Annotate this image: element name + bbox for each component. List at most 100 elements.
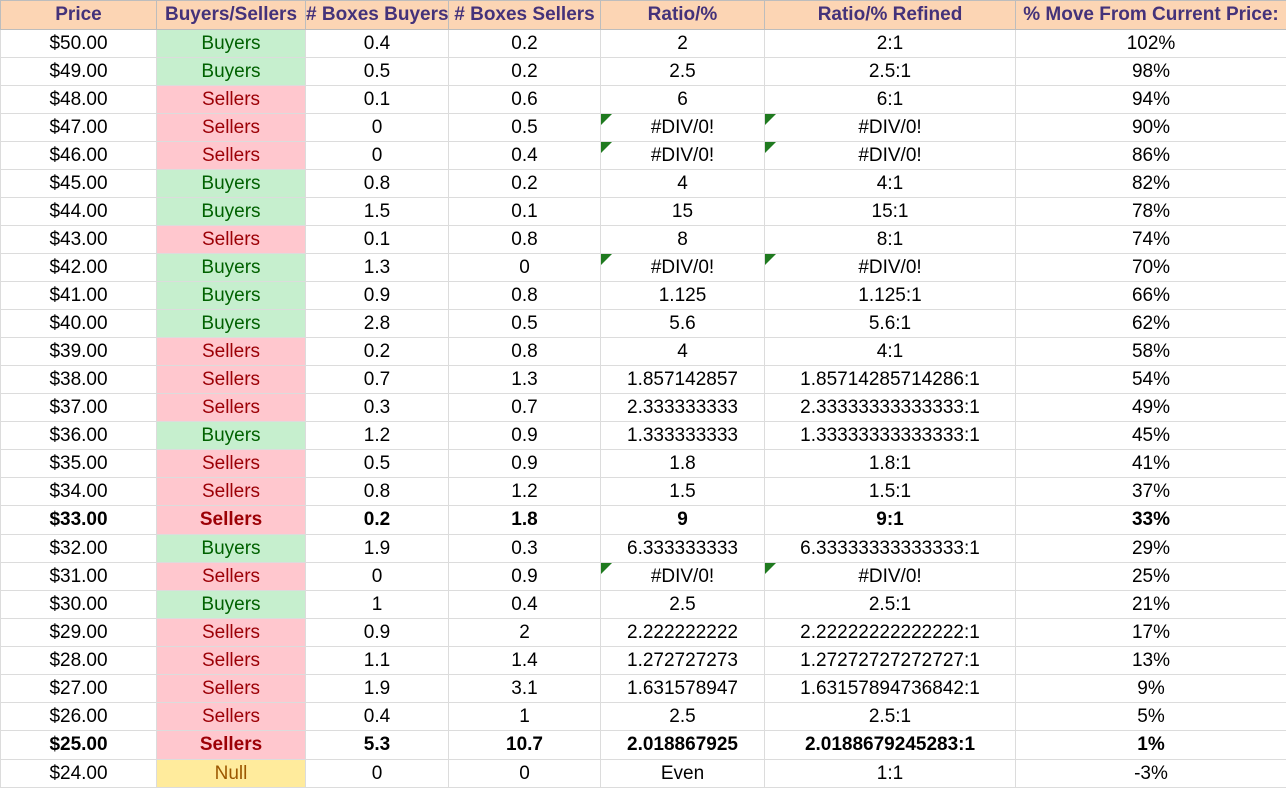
boxes-buyers-cell[interactable]: 0: [305, 759, 449, 788]
ratio-cell[interactable]: 9: [600, 505, 765, 535]
side-cell[interactable]: Sellers: [156, 449, 306, 478]
boxes-sellers-cell[interactable]: 0.9: [448, 562, 601, 591]
ratio-refined-cell[interactable]: 9:1: [764, 505, 1016, 535]
error-indicator-icon[interactable]: [765, 254, 776, 265]
side-cell[interactable]: Sellers: [156, 702, 306, 731]
ratio-refined-cell[interactable]: 1.27272727272727:1: [764, 646, 1016, 675]
price-cell[interactable]: $44.00: [0, 197, 157, 226]
percent-move-cell[interactable]: 98%: [1015, 57, 1286, 86]
ratio-cell[interactable]: 2.018867925: [600, 730, 765, 760]
ratio-cell[interactable]: 1.857142857: [600, 365, 765, 394]
ratio-refined-cell[interactable]: 2.5:1: [764, 702, 1016, 731]
ratio-cell[interactable]: 1.333333333: [600, 421, 765, 450]
boxes-sellers-cell[interactable]: 0.1: [448, 197, 601, 226]
price-cell[interactable]: $40.00: [0, 309, 157, 338]
boxes-sellers-cell[interactable]: 1.8: [448, 505, 601, 535]
boxes-sellers-cell[interactable]: 0.2: [448, 169, 601, 198]
ratio-cell[interactable]: 2.5: [600, 590, 765, 619]
price-cell[interactable]: $45.00: [0, 169, 157, 198]
percent-move-cell[interactable]: 94%: [1015, 85, 1286, 114]
ratio-cell[interactable]: Even: [600, 759, 765, 788]
ratio-refined-cell[interactable]: 4:1: [764, 337, 1016, 366]
side-cell[interactable]: Sellers: [156, 562, 306, 591]
percent-move-cell[interactable]: 86%: [1015, 141, 1286, 170]
price-cell[interactable]: $42.00: [0, 253, 157, 282]
price-cell[interactable]: $33.00: [0, 505, 157, 535]
percent-move-cell[interactable]: 21%: [1015, 590, 1286, 619]
side-cell[interactable]: Buyers: [156, 253, 306, 282]
boxes-buyers-cell[interactable]: 5.3: [305, 730, 449, 760]
side-cell[interactable]: Sellers: [156, 505, 306, 535]
side-cell[interactable]: Buyers: [156, 169, 306, 198]
boxes-buyers-cell[interactable]: 0.4: [305, 702, 449, 731]
error-indicator-icon[interactable]: [765, 114, 776, 125]
ratio-refined-cell[interactable]: 1.8:1: [764, 449, 1016, 478]
percent-move-cell[interactable]: 82%: [1015, 169, 1286, 198]
ratio-refined-cell[interactable]: 4:1: [764, 169, 1016, 198]
header-boxes-sellers[interactable]: # Boxes Sellers: [448, 0, 601, 30]
percent-move-cell[interactable]: 37%: [1015, 477, 1286, 506]
boxes-sellers-cell[interactable]: 0: [448, 759, 601, 788]
ratio-cell[interactable]: 2.333333333: [600, 393, 765, 422]
percent-move-cell[interactable]: 54%: [1015, 365, 1286, 394]
percent-move-cell[interactable]: -3%: [1015, 759, 1286, 788]
price-cell[interactable]: $39.00: [0, 337, 157, 366]
ratio-cell[interactable]: 5.6: [600, 309, 765, 338]
boxes-buyers-cell[interactable]: 0.3: [305, 393, 449, 422]
side-cell[interactable]: Buyers: [156, 421, 306, 450]
boxes-sellers-cell[interactable]: 2: [448, 618, 601, 647]
side-cell[interactable]: Buyers: [156, 590, 306, 619]
error-indicator-icon[interactable]: [601, 142, 612, 153]
ratio-refined-cell[interactable]: 5.6:1: [764, 309, 1016, 338]
boxes-buyers-cell[interactable]: 0.1: [305, 225, 449, 254]
price-cell[interactable]: $47.00: [0, 113, 157, 142]
price-cell[interactable]: $29.00: [0, 618, 157, 647]
price-cell[interactable]: $37.00: [0, 393, 157, 422]
percent-move-cell[interactable]: 9%: [1015, 674, 1286, 703]
boxes-sellers-cell[interactable]: 0.8: [448, 281, 601, 310]
price-cell[interactable]: $36.00: [0, 421, 157, 450]
boxes-sellers-cell[interactable]: 0: [448, 253, 601, 282]
boxes-sellers-cell[interactable]: 0.5: [448, 113, 601, 142]
price-cell[interactable]: $26.00: [0, 702, 157, 731]
percent-move-cell[interactable]: 102%: [1015, 29, 1286, 58]
percent-move-cell[interactable]: 29%: [1015, 534, 1286, 563]
percent-move-cell[interactable]: 58%: [1015, 337, 1286, 366]
boxes-buyers-cell[interactable]: 0.2: [305, 337, 449, 366]
side-cell[interactable]: Sellers: [156, 365, 306, 394]
boxes-sellers-cell[interactable]: 10.7: [448, 730, 601, 760]
ratio-refined-cell[interactable]: 1:1: [764, 759, 1016, 788]
ratio-refined-cell[interactable]: 2.5:1: [764, 590, 1016, 619]
ratio-cell[interactable]: 2.5: [600, 702, 765, 731]
boxes-buyers-cell[interactable]: 1.5: [305, 197, 449, 226]
side-cell[interactable]: Sellers: [156, 225, 306, 254]
ratio-refined-cell[interactable]: 6:1: [764, 85, 1016, 114]
price-cell[interactable]: $43.00: [0, 225, 157, 254]
ratio-refined-cell[interactable]: 1.5:1: [764, 477, 1016, 506]
boxes-buyers-cell[interactable]: 0.4: [305, 29, 449, 58]
percent-move-cell[interactable]: 1%: [1015, 730, 1286, 760]
boxes-sellers-cell[interactable]: 0.4: [448, 141, 601, 170]
boxes-sellers-cell[interactable]: 1.3: [448, 365, 601, 394]
ratio-refined-cell[interactable]: 1.85714285714286:1: [764, 365, 1016, 394]
side-cell[interactable]: Sellers: [156, 674, 306, 703]
boxes-buyers-cell[interactable]: 0.7: [305, 365, 449, 394]
side-cell[interactable]: Sellers: [156, 113, 306, 142]
boxes-buyers-cell[interactable]: 1.1: [305, 646, 449, 675]
side-cell[interactable]: Sellers: [156, 646, 306, 675]
ratio-refined-cell[interactable]: 1.125:1: [764, 281, 1016, 310]
ratio-cell[interactable]: #DIV/0!: [600, 562, 765, 591]
header-boxes-buyers[interactable]: # Boxes Buyers: [305, 0, 449, 30]
price-cell[interactable]: $41.00: [0, 281, 157, 310]
percent-move-cell[interactable]: 70%: [1015, 253, 1286, 282]
price-cell[interactable]: $46.00: [0, 141, 157, 170]
ratio-cell[interactable]: 1.8: [600, 449, 765, 478]
ratio-refined-cell[interactable]: 2.0188679245283:1: [764, 730, 1016, 760]
side-cell[interactable]: Null: [156, 759, 306, 788]
boxes-sellers-cell[interactable]: 0.9: [448, 449, 601, 478]
header-percent-move[interactable]: % Move From Current Price:: [1015, 0, 1286, 30]
boxes-buyers-cell[interactable]: 0.2: [305, 505, 449, 535]
percent-move-cell[interactable]: 41%: [1015, 449, 1286, 478]
boxes-buyers-cell[interactable]: 0.9: [305, 618, 449, 647]
ratio-refined-cell[interactable]: 6.33333333333333:1: [764, 534, 1016, 563]
